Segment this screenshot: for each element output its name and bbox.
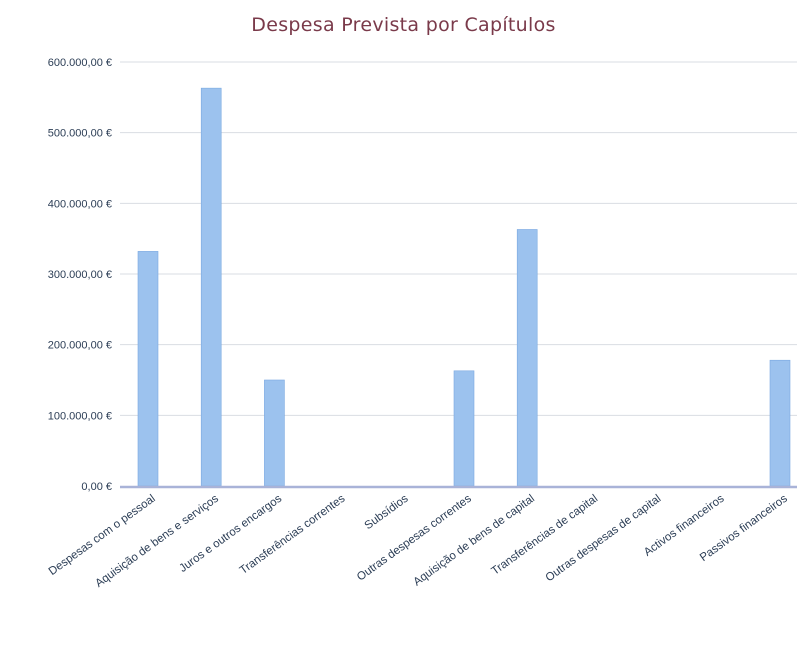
- y-tick-label: 500.000,00 €: [48, 128, 112, 140]
- x-tick-label: Outras despesas de capital: [544, 493, 664, 585]
- y-tick-label: 0,00 €: [81, 481, 112, 493]
- bar: [769, 359, 791, 487]
- y-tick-label: 200.000,00 €: [48, 340, 112, 352]
- x-tick-label: Transferências de capital: [490, 493, 601, 578]
- y-tick-label: 400.000,00 €: [48, 198, 112, 210]
- bar: [200, 87, 222, 487]
- bar: [264, 379, 285, 487]
- x-tick-label: Outras despesas correntes: [355, 493, 474, 584]
- x-tick-label: Despesas com o pessoal: [47, 493, 158, 578]
- x-tick-label: Subsídios: [363, 493, 411, 533]
- x-tick-label: Aquisição de bens e serviços: [93, 493, 221, 590]
- x-tick-label: Transferências correntes: [238, 493, 348, 577]
- y-tick-label: 300.000,00 €: [48, 269, 112, 281]
- bar: [516, 229, 538, 487]
- bar: [137, 251, 159, 487]
- y-tick-label: 600.000,00 €: [48, 57, 112, 69]
- x-tick-label: Aquisição de bens de capital: [411, 493, 536, 589]
- y-tick-label: 100.000,00 €: [48, 410, 112, 422]
- bar: [453, 370, 475, 487]
- x-tick-label: Juros e outros encargos: [177, 493, 284, 575]
- chart-title: Despesa Prevista por Capítulos: [251, 14, 556, 36]
